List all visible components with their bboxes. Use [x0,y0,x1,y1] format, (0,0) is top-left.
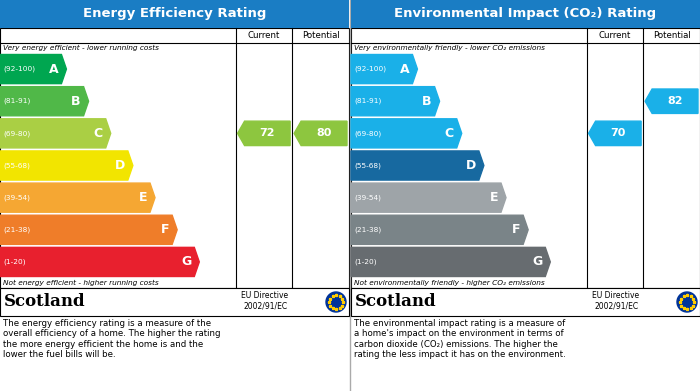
Text: C: C [94,127,103,140]
Circle shape [326,292,346,312]
Polygon shape [0,151,133,180]
Text: Scotland: Scotland [4,294,85,310]
Text: G: G [532,255,542,269]
Polygon shape [0,87,89,116]
Polygon shape [0,119,111,148]
Text: Scotland: Scotland [355,294,437,310]
Circle shape [677,292,697,312]
Polygon shape [351,54,417,84]
Text: B: B [422,95,432,108]
Text: (21-38): (21-38) [3,226,30,233]
Polygon shape [645,89,698,113]
Text: (92-100): (92-100) [354,66,386,72]
Polygon shape [294,121,347,145]
Text: (55-68): (55-68) [354,162,381,169]
Text: The energy efficiency rating is a measure of the
overall efficiency of a home. T: The energy efficiency rating is a measur… [3,319,220,359]
Polygon shape [0,248,199,276]
Text: (39-54): (39-54) [3,194,30,201]
Text: 70: 70 [610,128,626,138]
Text: (92-100): (92-100) [3,66,35,72]
Text: Current: Current [598,31,631,40]
Text: Not energy efficient - higher running costs: Not energy efficient - higher running co… [3,280,159,286]
Text: C: C [444,127,454,140]
Text: E: E [139,191,147,204]
Text: EU Directive
2002/91/EC: EU Directive 2002/91/EC [592,291,639,311]
Polygon shape [351,87,440,116]
Text: (1-20): (1-20) [354,259,377,265]
Text: D: D [466,159,476,172]
Polygon shape [237,121,290,145]
Text: Energy Efficiency Rating: Energy Efficiency Rating [83,7,266,20]
Bar [351,0,700,28]
Text: G: G [181,255,191,269]
Text: The environmental impact rating is a measure of
a home's impact on the environme: The environmental impact rating is a mea… [354,319,566,359]
Text: Environmental Impact (CO₂) Rating: Environmental Impact (CO₂) Rating [394,7,657,20]
Text: B: B [71,95,80,108]
Polygon shape [0,215,177,244]
Polygon shape [589,121,641,145]
Text: EU Directive
2002/91/EC: EU Directive 2002/91/EC [241,291,288,311]
Text: (69-80): (69-80) [354,130,382,136]
Text: D: D [115,159,125,172]
Text: Not environmentally friendly - higher CO₂ emissions: Not environmentally friendly - higher CO… [354,280,545,286]
Text: (21-38): (21-38) [354,226,382,233]
Text: E: E [489,191,498,204]
Text: Current: Current [248,31,280,40]
Polygon shape [0,183,155,212]
Text: (1-20): (1-20) [3,259,26,265]
Text: A: A [49,63,58,75]
Bar [0,288,349,316]
Text: Very environmentally friendly - lower CO₂ emissions: Very environmentally friendly - lower CO… [354,45,545,51]
Polygon shape [351,215,528,244]
Text: (81-91): (81-91) [354,98,382,104]
Text: Potential: Potential [652,31,690,40]
Text: 72: 72 [260,128,275,138]
Text: (81-91): (81-91) [3,98,30,104]
Text: (69-80): (69-80) [3,130,30,136]
Bar [0,28,349,288]
Text: F: F [161,223,169,236]
Text: Potential: Potential [302,31,340,40]
Text: (55-68): (55-68) [3,162,30,169]
Text: 80: 80 [316,128,332,138]
Polygon shape [351,183,506,212]
Bar [0,0,349,28]
Bar [351,28,700,288]
Text: A: A [400,63,410,75]
Text: Very energy efficient - lower running costs: Very energy efficient - lower running co… [3,45,159,51]
Polygon shape [351,119,462,148]
Text: 82: 82 [667,96,682,106]
Bar [351,288,700,316]
Text: F: F [512,223,520,236]
Text: (39-54): (39-54) [354,194,381,201]
Polygon shape [351,248,550,276]
Polygon shape [351,151,484,180]
Polygon shape [0,54,66,84]
